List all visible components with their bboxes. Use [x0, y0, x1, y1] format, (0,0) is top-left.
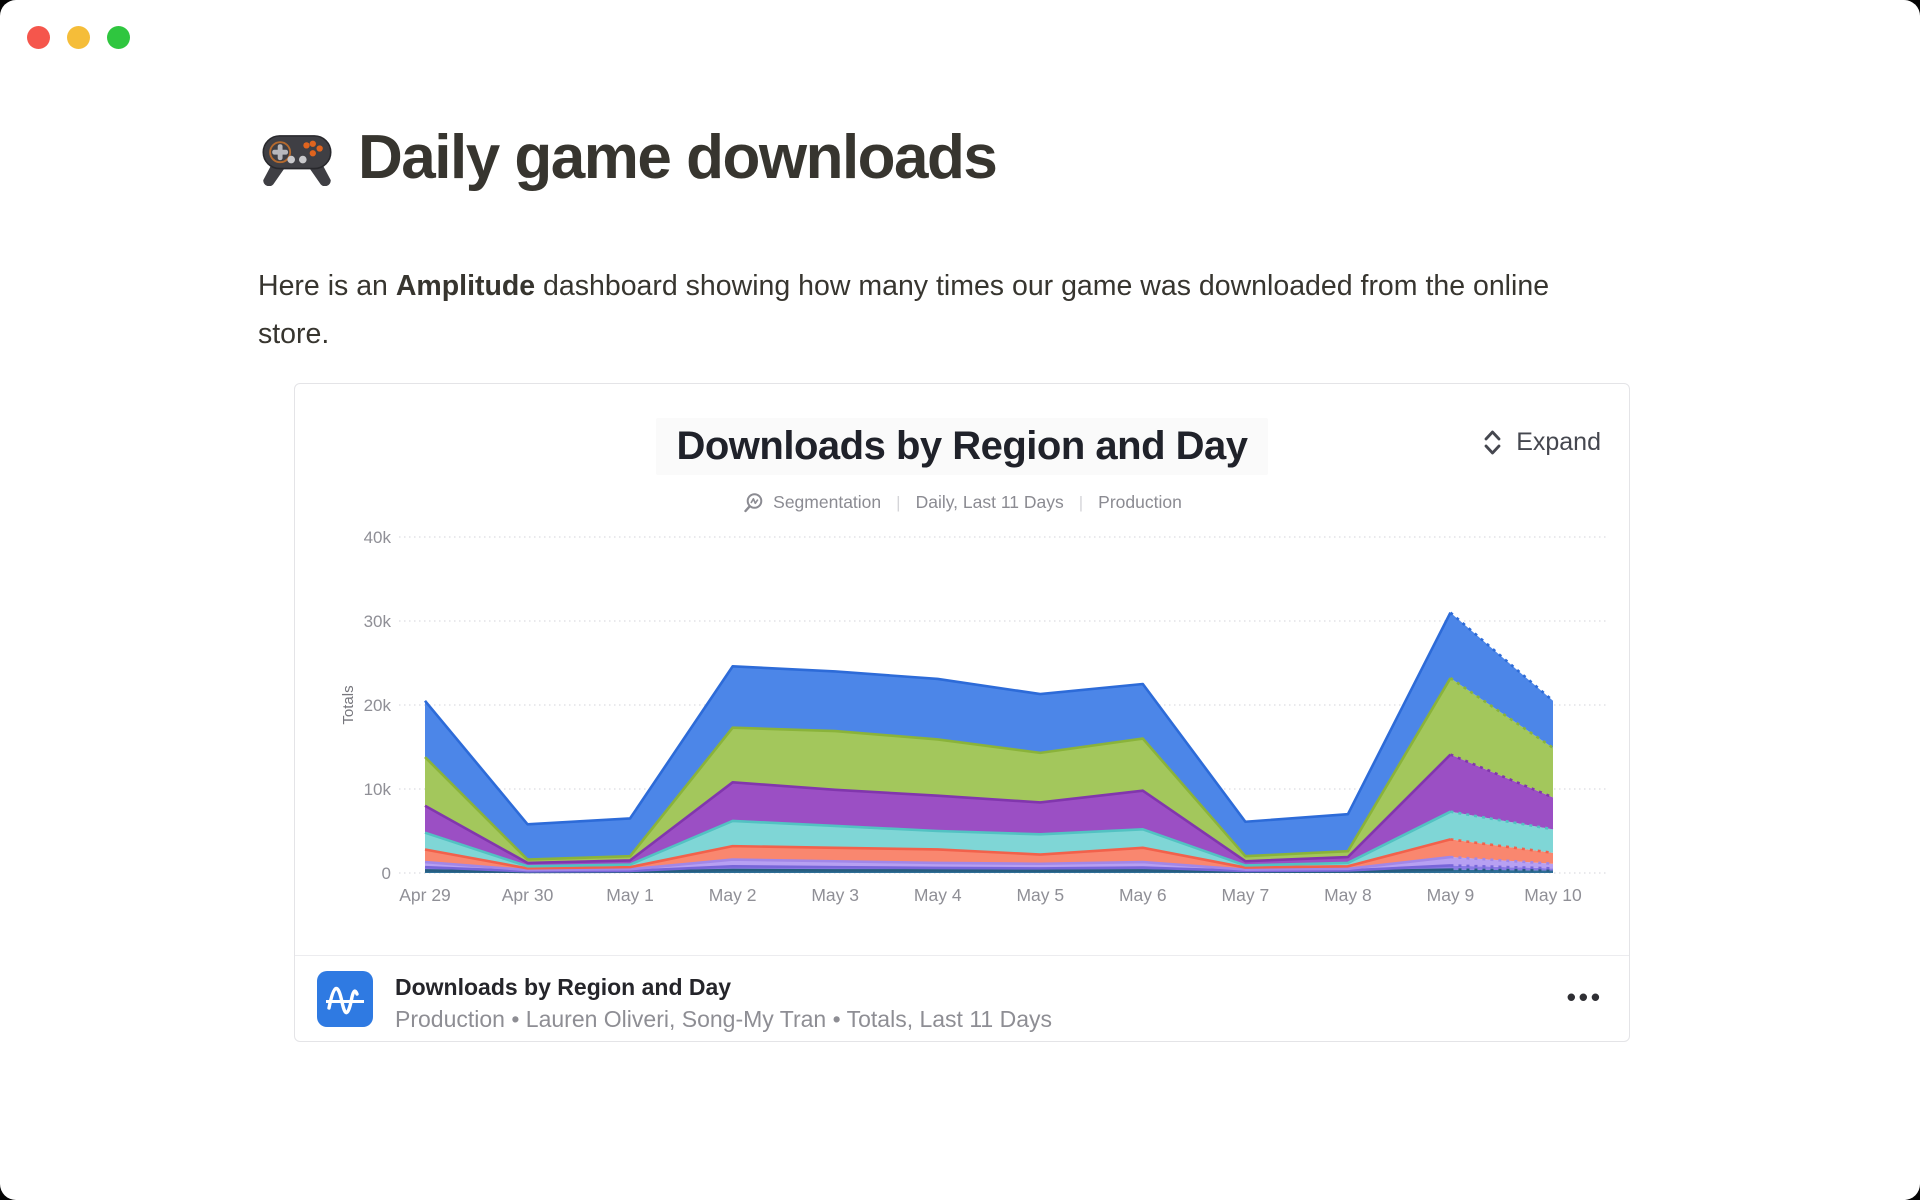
- amplitude-embed-card: Downloads by Region and Day Expand Segme…: [294, 383, 1630, 1042]
- svg-text:10k: 10k: [364, 780, 392, 799]
- zoom-window-button[interactable]: [107, 26, 130, 49]
- svg-text:Totals: Totals: [340, 685, 357, 724]
- svg-text:40k: 40k: [364, 528, 392, 547]
- svg-text:May 7: May 7: [1222, 885, 1270, 905]
- expand-chevrons-icon: [1484, 430, 1501, 455]
- chart-meta-row: Segmentation | Daily, Last 11 Days | Pro…: [295, 492, 1629, 513]
- downloads-area-chart[interactable]: 0 10k 20k 30k 40k Totals Apr 29 Apr 30 May 1 May …: [335, 511, 1631, 916]
- more-options-button[interactable]: •••: [1566, 982, 1603, 1012]
- expand-label: Expand: [1516, 428, 1601, 456]
- meta-divider: |: [1078, 492, 1084, 512]
- footer-chart-subtitle: Production • Lauren Oliveri, Song-My Tra…: [395, 1006, 1053, 1032]
- window-controls: [27, 26, 130, 49]
- svg-text:20k: 20k: [364, 696, 392, 715]
- svg-text:May 6: May 6: [1119, 885, 1167, 905]
- intro-paragraph: Here is an Amplitude dashboard showing h…: [258, 262, 1626, 358]
- gamepad-icon: [262, 134, 332, 186]
- footer-chart-title[interactable]: Downloads by Region and Day: [395, 974, 732, 1000]
- svg-text:Apr 29: Apr 29: [399, 885, 451, 905]
- amplitude-logo-icon: [317, 971, 373, 1027]
- svg-text:May 2: May 2: [709, 885, 757, 905]
- close-window-button[interactable]: [27, 26, 50, 49]
- chart-title: Downloads by Region and Day: [656, 418, 1268, 475]
- svg-text:May 3: May 3: [811, 885, 859, 905]
- svg-text:May 9: May 9: [1427, 885, 1475, 905]
- svg-text:0: 0: [382, 864, 391, 883]
- svg-text:Apr 30: Apr 30: [502, 885, 554, 905]
- svg-text:May 8: May 8: [1324, 885, 1372, 905]
- chart-range-label: Daily, Last 11 Days: [915, 492, 1064, 512]
- chart-type-label: Segmentation: [773, 492, 882, 512]
- page-title-text: Daily game downloads: [358, 123, 998, 192]
- chart-environment-label: Production: [1098, 492, 1182, 512]
- segmentation-icon: [744, 493, 763, 513]
- intro-text-bold: Amplitude: [395, 270, 536, 302]
- page-title: Daily game downloads: [258, 122, 998, 193]
- svg-text:May 10: May 10: [1524, 885, 1582, 905]
- chart-title-row: Downloads by Region and Day: [295, 418, 1629, 475]
- intro-text-pre: Here is an: [258, 270, 396, 302]
- svg-text:May 4: May 4: [914, 885, 962, 905]
- chart-type-item: Segmentation: [742, 492, 881, 513]
- svg-text:May 1: May 1: [606, 885, 654, 905]
- svg-text:30k: 30k: [364, 612, 392, 631]
- card-footer: Downloads by Region and Day Production •…: [295, 955, 1629, 1043]
- intro-text-post: dashboard showing how many times our gam…: [258, 270, 1550, 350]
- svg-text:May 5: May 5: [1016, 885, 1064, 905]
- expand-button[interactable]: Expand: [1482, 428, 1601, 457]
- minimize-window-button[interactable]: [67, 26, 90, 49]
- meta-divider: |: [896, 492, 901, 512]
